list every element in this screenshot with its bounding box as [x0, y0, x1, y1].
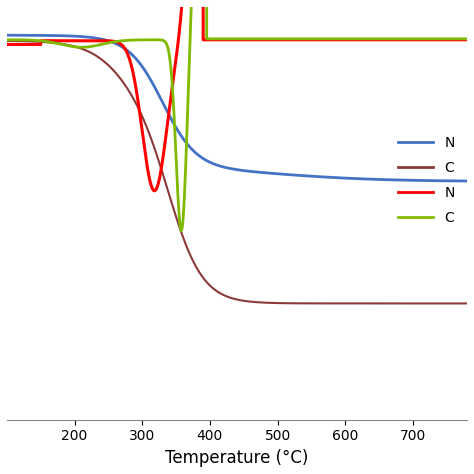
X-axis label: Temperature (°C): Temperature (°C)	[165, 449, 309, 467]
Legend: N, C, N, C: N, C, N, C	[393, 130, 460, 230]
